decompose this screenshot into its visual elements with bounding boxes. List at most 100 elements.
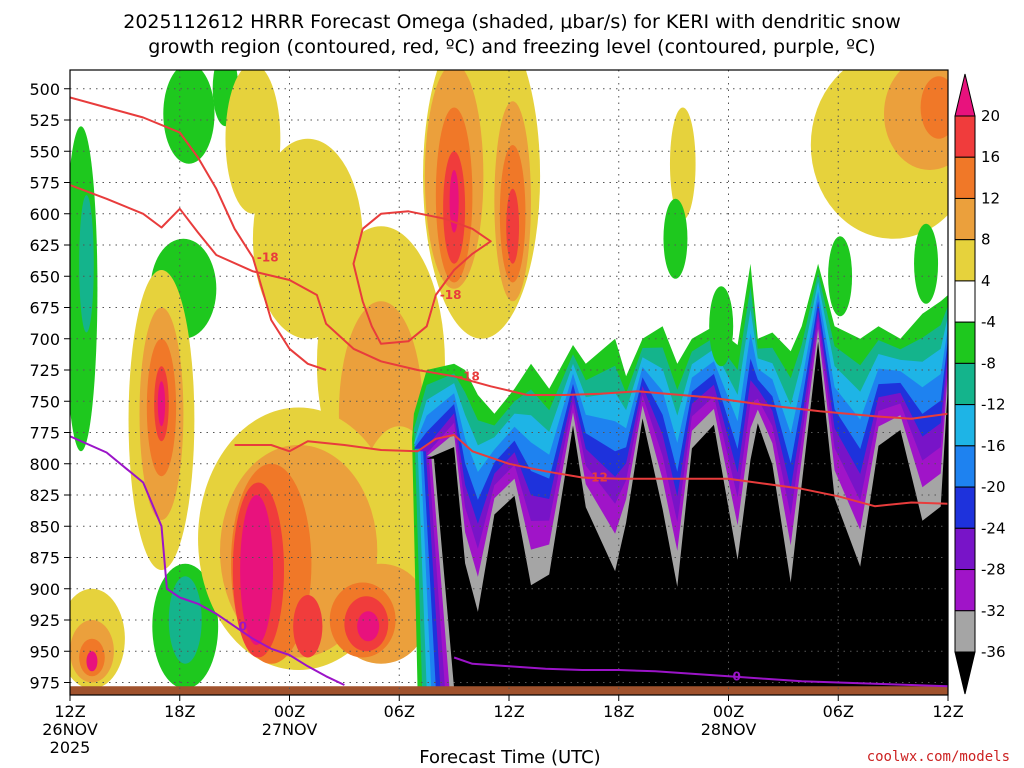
y-tick-label: 950 <box>29 642 60 661</box>
y-tick-label: 700 <box>29 330 60 349</box>
y-tick-label: 725 <box>29 361 60 380</box>
y-tick-label: 575 <box>29 174 60 193</box>
contour-line <box>352 210 492 345</box>
x-tick-year: 2025 <box>50 738 91 757</box>
colorbar-tick-label: -36 <box>981 643 1006 661</box>
contour-label: -18 <box>458 369 480 383</box>
x-tick-label: 18Z <box>603 702 634 721</box>
omega-shade-blob <box>168 576 202 664</box>
omega-shade-blob <box>709 286 734 367</box>
colorbar-band <box>954 362 976 406</box>
y-tick-label: 675 <box>29 299 60 318</box>
colorbar-tick-label: 12 <box>981 189 1000 207</box>
omega-shade-blob <box>86 651 98 672</box>
contour-line <box>70 96 327 371</box>
x-tick-label: 06Z <box>823 702 854 721</box>
temperature-contours: -18 -18 -18 -12 0 0 <box>70 96 948 688</box>
y-tick-label: 500 <box>29 80 60 99</box>
omega-shade-blob <box>828 236 853 317</box>
omega-shade-blob <box>240 495 274 645</box>
colorbar-tick-label: -28 <box>981 561 1006 579</box>
y-tick-label: 800 <box>29 455 60 474</box>
colorbar-band <box>954 239 976 282</box>
contour-label: -12 <box>586 471 608 485</box>
axes: 500 525 550 575 600 625 650 675 700 725 750 775 800 8… <box>29 80 963 757</box>
colorbar-tick-label: -8 <box>981 354 996 372</box>
colorbar-bottom-arrow <box>954 651 976 695</box>
colorbar-tick-label: 16 <box>981 148 1000 166</box>
colorbar-band <box>954 197 976 241</box>
colorbar-band <box>954 156 976 199</box>
omega-shade-blob <box>506 188 520 264</box>
x-tick-label: 06Z <box>384 702 415 721</box>
y-tick-label: 625 <box>29 236 60 255</box>
contour-line <box>70 184 948 420</box>
omega-shade-blob <box>357 611 380 642</box>
colorbar-band <box>954 527 976 571</box>
x-tick-label: 12Z <box>54 702 85 721</box>
omega-shade-blob <box>157 381 166 427</box>
y-tick-label: 775 <box>29 424 60 443</box>
omega-shade-blob <box>669 107 696 220</box>
omega-negative-band <box>413 341 948 689</box>
colorbar-band <box>954 404 976 447</box>
x-tick-label: 18Z <box>164 702 195 721</box>
y-tick-label: 975 <box>29 674 60 693</box>
colorbar-band <box>954 486 976 529</box>
grid-lines <box>70 70 948 695</box>
terrain-ground <box>70 686 948 695</box>
y-tick-label: 600 <box>29 205 60 224</box>
x-tick-date: 28NOV <box>701 720 757 739</box>
colorbar-tick-label: -24 <box>981 519 1006 537</box>
colorbar-band <box>954 280 976 323</box>
x-tick-label: 12Z <box>932 702 963 721</box>
colorbar-band <box>954 569 976 612</box>
y-tick-label: 900 <box>29 580 60 599</box>
omega-shade-blob <box>920 76 948 139</box>
x-tick-date: 27NOV <box>262 720 318 739</box>
colorbar-tick-label: -16 <box>981 437 1006 455</box>
y-tick-label: 650 <box>29 267 60 286</box>
y-tick-label: 825 <box>29 486 60 505</box>
colorbar-band <box>954 321 976 364</box>
y-tick-label: 850 <box>29 517 60 536</box>
contour-label: 0 <box>239 619 247 633</box>
omega-shade-blob <box>293 595 323 658</box>
y-tick-label: 925 <box>29 611 60 630</box>
contour-line <box>70 435 345 686</box>
y-tick-label: 550 <box>29 142 60 161</box>
y-tick-label: 525 <box>29 111 60 130</box>
x-axis-title: Forecast Time (UTC) <box>419 747 600 768</box>
colorbar-band <box>954 445 976 488</box>
colorbar-top-arrow <box>954 73 976 117</box>
contour-label: -18 <box>257 251 279 265</box>
contour-label: 0 <box>733 669 741 683</box>
omega-shade-blob <box>79 195 94 333</box>
chart-title-line-1: 2025112612 HRRR Forecast Omega (shaded, … <box>123 11 901 33</box>
x-tick-label: 00Z <box>713 702 744 721</box>
contour-line <box>453 656 948 688</box>
chart-title-line-2: growth region (contoured, red, ºC) and f… <box>148 36 875 58</box>
y-tick-label: 750 <box>29 392 60 411</box>
contour-line <box>234 434 948 508</box>
colorbar-band <box>954 115 976 158</box>
colorbar-tick-label: -20 <box>981 478 1006 496</box>
colorbar-tick-label: 20 <box>981 107 1000 125</box>
y-tick-label: 875 <box>29 549 60 568</box>
colorbar-band <box>954 610 976 653</box>
colorbar: 20 16 12 8 4 -4 -8 -12 -16 -20 -24 -28 -32 -36 <box>954 73 1006 695</box>
omega-shade-blob <box>663 198 688 279</box>
omega-shade-blob <box>914 223 939 304</box>
omega-shade-blob <box>449 170 459 233</box>
colorbar-tick-label: -4 <box>981 313 996 331</box>
colorbar-tick-label: -12 <box>981 396 1006 414</box>
omega-shade-blob <box>163 70 215 164</box>
x-tick-date: 26NOV <box>42 720 98 739</box>
colorbar-tick-label: 4 <box>981 272 991 290</box>
x-tick-label: 00Z <box>274 702 305 721</box>
colorbar-tick-label: -32 <box>981 602 1006 620</box>
colorbar-tick-label: 8 <box>981 231 991 249</box>
credit-text: coolwx.com/models <box>867 749 1010 765</box>
contour-label: -18 <box>440 288 462 302</box>
